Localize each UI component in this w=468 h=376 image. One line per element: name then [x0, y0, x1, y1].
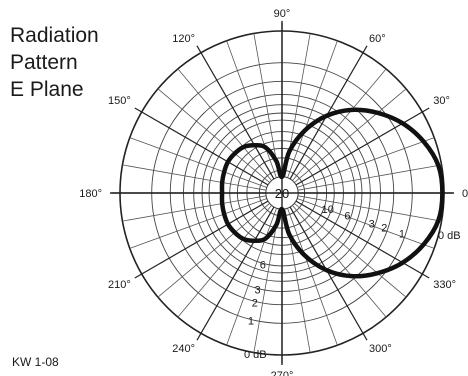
angle-label-150: 150°: [108, 95, 131, 107]
spoke-230: [177, 205, 272, 318]
chart-title-line-3: E Plane: [10, 78, 84, 101]
spoke-50: [292, 68, 387, 181]
spoke-30: [295, 107, 430, 186]
model-code: KW 1-08: [12, 355, 59, 369]
spoke-210: [134, 200, 269, 279]
radial-label-0: 0 dB: [438, 230, 461, 242]
spoke-10: [297, 164, 442, 191]
spoke-330: [295, 200, 430, 279]
angle-label-210: 210°: [108, 279, 131, 291]
spoke-120: [196, 45, 275, 180]
spoke-170: [122, 164, 267, 191]
spoke-150: [134, 107, 269, 186]
spoke-190: [122, 195, 267, 222]
pattern-curve-0: [219, 107, 445, 279]
radial-label-7: 0 dB: [244, 349, 267, 361]
spoke-160: [129, 137, 267, 188]
radial-label-6: 20: [275, 186, 289, 201]
angle-label-330: 330°: [433, 279, 456, 291]
spoke-130: [177, 68, 272, 181]
radial-label-11: 6: [260, 259, 266, 271]
radial-label-2: 2: [381, 223, 387, 235]
angle-label-270: 270°: [271, 370, 294, 376]
spoke-100: [253, 33, 280, 178]
radial-label-3: 3: [369, 218, 375, 230]
spoke-140: [157, 88, 270, 183]
spoke-70: [287, 40, 338, 178]
angle-label-300: 300°: [369, 343, 392, 355]
radial-label-8: 1: [248, 315, 254, 327]
chart-title: Radiation Pattern E Plane: [10, 22, 99, 103]
spoke-110: [226, 40, 277, 178]
spoke-40: [294, 88, 407, 183]
radial-label-9: 2: [252, 297, 258, 309]
spoke-340: [297, 198, 435, 249]
spoke-320: [294, 203, 407, 298]
spoke-200: [129, 198, 267, 249]
angle-label-60: 60°: [369, 33, 386, 45]
spoke-310: [292, 205, 387, 318]
spoke-250: [226, 208, 277, 346]
chart-title-line-2: Pattern: [10, 51, 78, 74]
spoke-220: [157, 203, 270, 298]
angle-label-120: 120°: [172, 33, 195, 45]
spoke-20: [297, 137, 435, 188]
angle-label-180: 180°: [79, 188, 102, 200]
angle-label-30: 30°: [433, 95, 450, 107]
angle-label-240: 240°: [172, 343, 195, 355]
spoke-290: [287, 208, 338, 346]
radial-label-1: 1: [399, 228, 405, 240]
spoke-350: [297, 195, 442, 222]
angle-label-90: 90°: [274, 8, 291, 20]
radial-label-4: 6: [344, 211, 350, 223]
spoke-300: [289, 206, 368, 341]
chart-title-line-1: Radiation: [10, 24, 99, 47]
angle-label-0: 0°: [462, 188, 468, 200]
radial-label-10: 3: [254, 284, 260, 296]
spoke-240: [196, 206, 275, 341]
radial-label-5: 10: [322, 204, 334, 216]
spoke-260: [253, 208, 280, 353]
spoke-60: [289, 45, 368, 180]
